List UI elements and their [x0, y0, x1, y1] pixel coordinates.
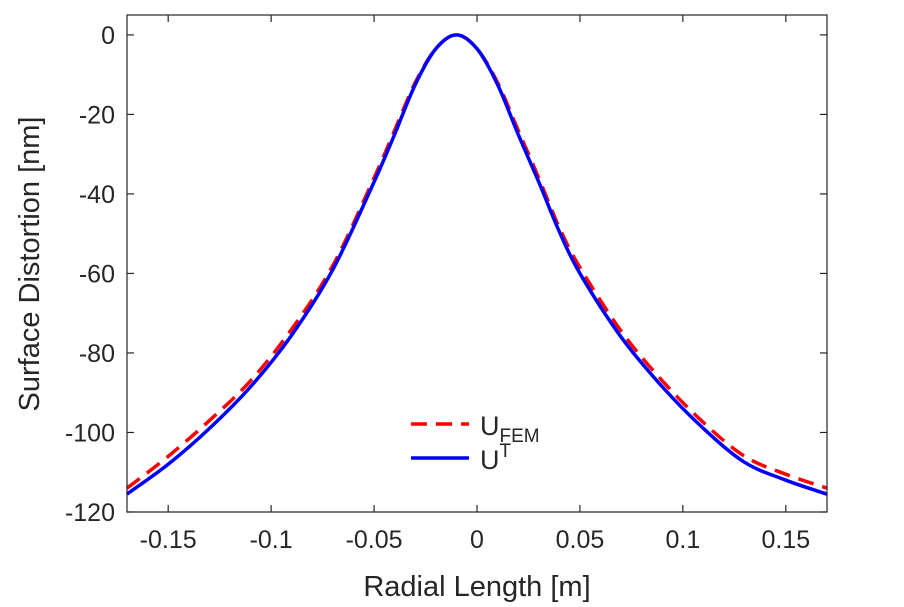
series-line-u-t: [125, 33, 828, 496]
legend-script: T: [500, 441, 512, 462]
x-tick-label: 0.1: [665, 526, 700, 554]
y-tick-label: -100: [65, 419, 115, 447]
plot-background: [127, 15, 827, 512]
series-line-u-fem: [125, 33, 828, 490]
y-axis-label: Surface Distortion [nm]: [14, 117, 46, 412]
x-tick-label: -0.15: [140, 526, 197, 554]
y-tick-label: -120: [65, 499, 115, 527]
x-tick-label: -0.1: [250, 526, 293, 554]
y-tick-label: -20: [79, 101, 115, 129]
y-tick-label: -40: [79, 181, 115, 209]
x-axis-label: Radial Length [m]: [363, 571, 590, 603]
y-tick-label: 0: [101, 22, 115, 50]
series-layer: [125, 33, 828, 496]
y-tick-label: -80: [79, 340, 115, 368]
x-tick-label: -0.05: [346, 526, 403, 554]
legend-script: FEM: [500, 426, 540, 447]
x-tick-label: 0: [470, 526, 484, 554]
x-tick-label: 0.15: [761, 526, 810, 554]
x-tick-label: 0.05: [556, 526, 605, 554]
axes-layer: -0.15 -0.1 -0.05 0 0.05 0.1 0.15 0 -20 -40 -60 -80 -…: [65, 14, 828, 554]
y-tick-label: -60: [79, 260, 115, 288]
